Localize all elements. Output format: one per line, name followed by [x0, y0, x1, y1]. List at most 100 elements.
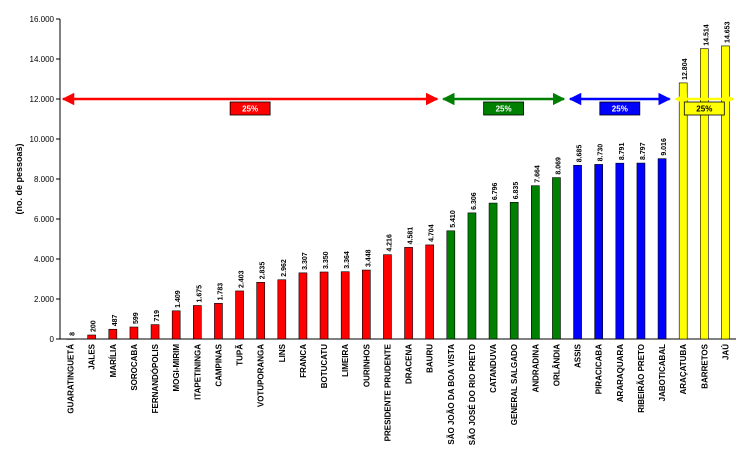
category-label: VOTUPORANGA — [257, 344, 266, 407]
bar — [509, 202, 519, 340]
data-label: 1.783 — [217, 283, 224, 301]
y-tick-label: 12.000 — [30, 95, 55, 104]
data-label: 14.653 — [724, 21, 731, 43]
data-label: 487 — [112, 314, 119, 326]
category-label: BOTUCATU — [320, 344, 329, 389]
bar — [446, 230, 456, 340]
data-labels: 8 200 487 599 719 1.409 1.675 1.783 2.403 2.835 2.… — [70, 21, 732, 335]
data-label: 3.448 — [365, 249, 372, 267]
category-label: BAURU — [426, 344, 435, 373]
category-label: ARAÇATUBA — [679, 344, 688, 395]
bar — [193, 305, 202, 340]
bar — [340, 271, 350, 340]
bar — [573, 165, 582, 340]
bar — [657, 158, 667, 340]
bar — [277, 279, 287, 340]
bar — [425, 244, 434, 340]
category-label: LIMEIRA — [341, 344, 350, 377]
group-label-box — [483, 101, 525, 116]
category-label: SÃO JOÃO DA BOA VISTA — [447, 344, 456, 445]
category-label: PRESIDENTE PRUDENTE — [383, 343, 392, 441]
y-axis-label: (no. de pessoas) — [14, 143, 24, 214]
y-tick-label: 8.000 — [34, 175, 55, 184]
category-label: JALES — [88, 343, 97, 369]
category-label: OURINHOS — [362, 343, 371, 387]
category-label: ITAPETININGA — [193, 344, 202, 400]
bar — [108, 328, 118, 340]
data-label: 2.835 — [260, 262, 267, 280]
category-label: PIRACICABA — [595, 344, 604, 394]
category-label: LINS — [278, 343, 287, 362]
category-label: ANDRADINA — [531, 344, 540, 393]
group-label-box — [599, 101, 641, 116]
category-label: ASSIS — [574, 343, 583, 368]
bar — [235, 290, 244, 340]
data-label: 1.675 — [196, 285, 203, 303]
category-label: MARÍLIA — [109, 344, 118, 378]
group-label: 25% — [242, 105, 258, 114]
data-label: 200 — [91, 320, 98, 332]
bar — [721, 45, 730, 340]
data-label: 7.664 — [534, 165, 541, 183]
bar — [66, 338, 75, 340]
data-label: 3.364 — [344, 251, 351, 269]
axes: 0 2.000 4.000 6.000 8.000 10.000 12.000 14.000 1… — [30, 15, 736, 344]
y-tick-label: 6.000 — [34, 215, 55, 224]
data-label: 9.016 — [661, 138, 668, 156]
y-tick-label: 16.000 — [30, 15, 55, 24]
category-label: DRACENA — [405, 344, 414, 384]
bar — [531, 185, 540, 340]
bar — [594, 164, 603, 340]
category-labels: GUARATINGUETÁ JALES MARÍLIA SOROCABA FERNAND… — [67, 343, 731, 445]
y-tick-label: 10.000 — [30, 135, 55, 144]
group-label-box — [683, 101, 725, 116]
bar — [383, 254, 392, 340]
bar — [362, 269, 371, 340]
data-label: 5.410 — [450, 210, 457, 228]
category-label: MOGI-MIRIM — [172, 344, 181, 392]
data-label: 8.791 — [619, 143, 626, 161]
data-label: 12.804 — [682, 58, 689, 80]
data-label: 599 — [133, 312, 140, 324]
bar — [129, 326, 139, 340]
data-label: 2.403 — [239, 270, 246, 288]
bar — [150, 324, 160, 340]
bars — [66, 45, 730, 340]
category-label: RIBEIRÃO PRETO — [637, 344, 646, 413]
category-label: JABOTICABAL — [658, 344, 667, 401]
category-label: SÃO JOSÉ DO RIO PRETO — [468, 344, 477, 445]
bar — [700, 48, 709, 340]
group-label-box — [229, 101, 271, 116]
data-label: 2.962 — [281, 259, 288, 277]
y-tick-label: 4.000 — [34, 255, 55, 264]
bar — [404, 247, 413, 340]
data-label: 1.409 — [175, 290, 182, 308]
y-tick-label: 2.000 — [34, 295, 55, 304]
y-tick-label: 0 — [50, 335, 55, 344]
bar — [615, 162, 625, 340]
group-label: 25% — [612, 105, 628, 114]
category-label: SOROCABA — [130, 344, 139, 391]
category-label: FERNANDÓPOLIS — [151, 343, 160, 413]
bar — [467, 212, 477, 340]
bar — [214, 303, 223, 340]
data-label: 4.216 — [386, 234, 393, 252]
data-label: 6.306 — [471, 192, 478, 210]
data-label: 14.514 — [703, 24, 710, 46]
category-label: JAÚ — [721, 344, 730, 360]
bar — [87, 334, 96, 340]
category-label: GENERAL SALGADO — [510, 344, 519, 425]
group-brackets: 25% 25% 25% 25% — [61, 92, 735, 116]
category-label: TUPÃ — [236, 344, 245, 366]
data-label: 8 — [70, 332, 77, 336]
bar — [552, 177, 561, 340]
category-label: ORLÂNDIA — [552, 344, 561, 386]
bar — [298, 272, 308, 340]
category-label: GUARATINGUETÁ — [67, 344, 76, 414]
data-label: 719 — [154, 310, 161, 322]
group-label: 25% — [496, 105, 512, 114]
data-label: 3.307 — [302, 252, 309, 270]
category-label: ARARAQUARA — [616, 344, 625, 402]
category-label: CATANDUVA — [489, 344, 498, 393]
